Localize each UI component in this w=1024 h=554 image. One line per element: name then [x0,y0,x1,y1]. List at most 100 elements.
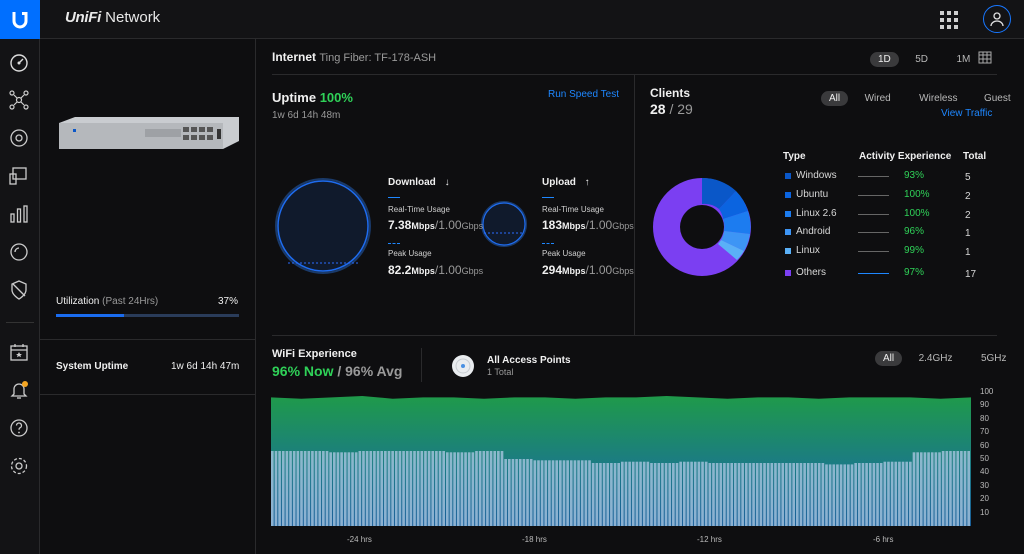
wifi-client-bar [890,461,894,526]
wifi-client-bar [726,463,730,526]
wifi-client-bar [734,463,737,526]
wifi-client-bar [467,452,471,526]
topology-icon[interactable] [8,89,30,111]
client-type-label[interactable]: Android [796,226,831,237]
wifi-client-bar [854,463,857,526]
run-speed-test-link[interactable]: Run Speed Test [548,89,619,100]
wifi-client-bar [927,452,930,526]
wifi-client-bar [340,452,343,526]
wifi-client-bar [318,451,322,526]
wifi-client-bar [562,460,566,526]
wifi-client-bar [672,463,675,526]
filter-all[interactable]: All [821,91,849,106]
alerts-icon[interactable] [8,379,30,401]
wifi-client-bar [285,451,289,526]
security-icon[interactable] [8,279,30,301]
client-total-value: 5 [965,172,971,183]
wifi-client-bar [624,461,628,526]
wifi-client-bar [446,452,449,526]
device-image [59,117,239,149]
client-type-swatch [785,192,791,198]
statistics-icon[interactable] [8,203,30,225]
wifi-client-bar [952,451,956,526]
wifi-client-bar [405,451,409,526]
wifi-client-bar [653,463,657,526]
wifi-client-bar [865,463,868,526]
band-all[interactable]: All [875,351,903,366]
client-type-label[interactable]: Others [796,267,827,278]
user-profile-button[interactable] [983,5,1011,33]
access-points-label[interactable]: All Access Points [487,355,571,366]
calendar-icon[interactable] [978,50,992,64]
wifi-client-bar [602,463,606,526]
unifi-logo-button[interactable] [0,0,40,39]
app-title[interactable]: UniFi Network [65,9,160,26]
download-peak-label: Peak Usage [388,249,432,258]
utilization-label-row: Utilization (Past 24Hrs) [56,296,158,307]
devices-icon[interactable] [8,127,30,149]
wifi-client-bar [876,463,879,526]
wifi-client-bar [311,451,314,526]
wifi-client-bar [471,452,475,526]
wifi-client-bar [639,461,642,526]
wifi-client-bar [810,463,814,526]
band-2-4ghz[interactable]: 2.4GHz [918,353,953,364]
divider [634,75,635,335]
wifi-client-bar [960,451,963,526]
client-total-value: 2 [965,191,971,202]
wifi-client-bar [456,452,460,526]
wifi-client-bar [759,463,763,526]
view-traffic-link[interactable]: View Traffic [941,108,993,119]
wifi-client-bar [394,451,398,526]
client-type-label[interactable]: Linux 2.6 [796,208,837,219]
wifi-client-bar [744,463,748,526]
wifi-client-bar [701,461,704,526]
range-5d[interactable]: 5D [915,54,929,65]
help-icon[interactable] [8,417,30,439]
wifi-client-bar [635,461,639,526]
uptime-duration: 1w 6d 14h 48m [272,110,341,121]
clients-donut-chart [653,177,751,276]
client-type-label[interactable]: Ubuntu [796,189,829,200]
client-type-label[interactable]: Windows [796,170,837,181]
access-points-count: 1 Total [487,367,514,377]
clients-icon[interactable] [8,165,30,187]
settings-icon[interactable] [8,455,30,477]
y-tick-label: 100 [980,387,994,396]
filter-guest[interactable]: Guest [983,93,1011,104]
wifi-client-bar [507,459,511,526]
events-icon[interactable] [8,341,30,363]
wifi-client-bar [785,463,788,526]
range-1d[interactable]: 1D [870,52,899,67]
download-realtime-cap: /1.00 [434,218,462,232]
wifi-client-bar [719,463,723,526]
client-experience-value: 97% [904,267,925,278]
client-total-value: 2 [965,210,971,221]
wifi-client-bar [591,463,595,526]
donut-slice-android [721,231,750,251]
client-experience-bar [858,273,889,274]
band-5ghz[interactable]: 5GHz [980,353,1007,364]
client-type-label[interactable]: Linux [796,245,820,256]
x-tick-label: -12 hrs [697,535,722,544]
wifi-client-bar [347,452,351,526]
dashboard-icon[interactable] [8,52,30,74]
wifi-client-bar [537,460,540,526]
utilization-value: 37% [218,296,239,307]
wifi-client-bar [963,451,967,526]
client-experience-value: 93% [904,170,925,181]
insights-icon[interactable] [8,241,30,263]
range-1m[interactable]: 1M [956,54,971,65]
wifi-client-bar [730,463,734,526]
wifi-client-bar [373,451,376,526]
download-peak-cap: /1.00 [434,263,462,277]
wifi-client-bar [595,463,599,526]
upload-gauge [481,201,527,247]
wifi-client-bar [358,451,362,526]
filter-wireless[interactable]: Wireless [919,93,958,104]
download-label: Download [388,177,436,188]
apps-grid-icon[interactable] [939,10,959,30]
wifi-client-bar [566,460,569,526]
y-tick-label: 20 [980,494,989,504]
filter-wired[interactable]: Wired [864,93,891,104]
